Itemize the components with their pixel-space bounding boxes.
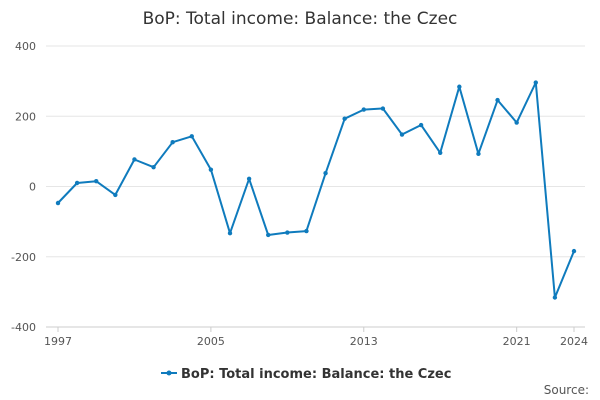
series-line (57, 81, 575, 299)
y-tick-label: -200 (11, 251, 36, 264)
data-point[interactable] (476, 151, 481, 157)
data-point[interactable] (246, 176, 252, 181)
y-tick-label: 400 (15, 40, 36, 53)
data-point[interactable] (227, 231, 233, 236)
data-point[interactable] (266, 232, 271, 238)
data-point[interactable] (438, 150, 443, 155)
data-point[interactable] (113, 192, 118, 198)
data-point[interactable] (457, 84, 462, 89)
legend-label[interactable]: BoP: Total income: Balance: the Czec (181, 367, 451, 382)
data-point[interactable] (189, 134, 194, 139)
data-point[interactable] (208, 167, 214, 172)
series-layer (55, 80, 577, 300)
x-tick-label: 2013 (350, 335, 378, 348)
source-label: Source: (544, 383, 589, 397)
data-point[interactable] (495, 97, 500, 103)
data-point[interactable] (361, 107, 366, 112)
data-point[interactable] (323, 170, 328, 176)
y-axis-ticks: 400 200 0 -200 -400 (11, 40, 36, 334)
data-point[interactable] (132, 157, 137, 162)
data-point[interactable] (55, 200, 61, 206)
data-point[interactable] (418, 122, 424, 128)
x-tick-label: 2005 (197, 335, 225, 348)
x-tick-label: 2021 (503, 335, 531, 348)
data-point[interactable] (304, 228, 309, 234)
y-tick-label: 0 (29, 181, 36, 194)
x-axis: 1997 2005 2013 2021 2024 (44, 326, 588, 348)
data-point[interactable] (170, 140, 175, 145)
legend[interactable]: BoP: Total income: Balance: the Czec (161, 367, 451, 382)
data-point[interactable] (151, 164, 156, 170)
data-point[interactable] (285, 230, 290, 235)
y-tick-label: -400 (11, 321, 36, 334)
data-point[interactable] (399, 132, 405, 137)
legend-swatch-marker (166, 370, 172, 376)
data-point[interactable] (571, 248, 577, 254)
data-point[interactable] (380, 106, 386, 111)
data-point[interactable] (514, 120, 519, 125)
data-point[interactable] (342, 116, 347, 121)
data-point[interactable] (74, 180, 80, 186)
y-tick-label: 200 (15, 110, 36, 123)
gridlines (46, 45, 585, 258)
chart-title: BoP: Total income: Balance: the Czec (143, 9, 458, 29)
data-point[interactable] (552, 295, 558, 300)
data-point[interactable] (533, 80, 538, 85)
data-point[interactable] (94, 179, 99, 184)
x-tick-label: 2024 (560, 335, 588, 348)
x-tick-label: 1997 (44, 335, 72, 348)
